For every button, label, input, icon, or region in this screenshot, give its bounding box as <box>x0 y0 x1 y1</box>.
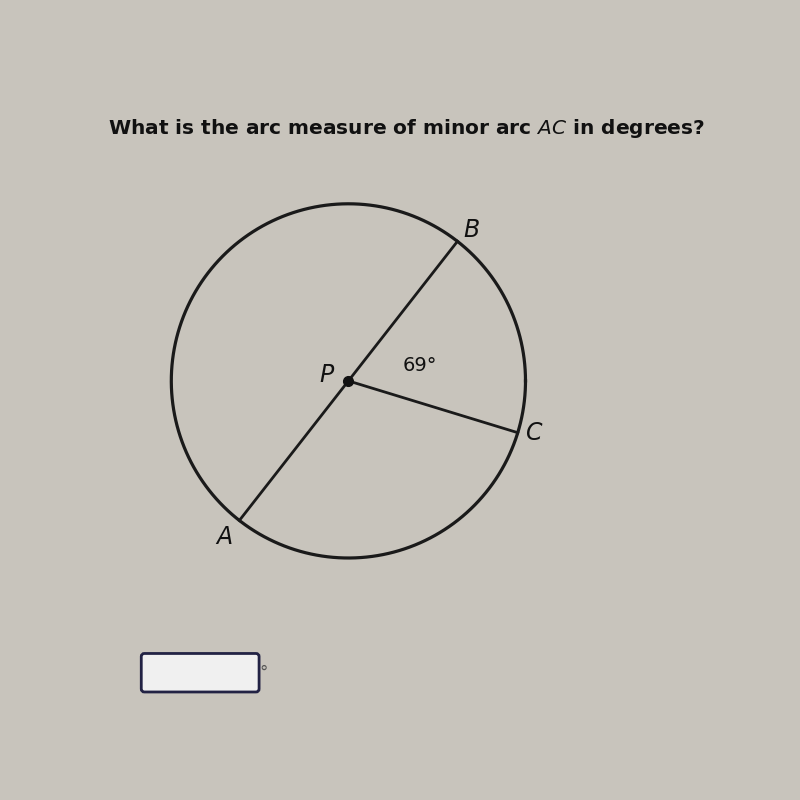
FancyBboxPatch shape <box>142 654 259 692</box>
Text: °: ° <box>260 664 268 682</box>
Text: 69°: 69° <box>402 356 437 375</box>
Text: P: P <box>320 362 334 386</box>
Text: C: C <box>526 421 543 445</box>
Text: B: B <box>463 218 479 242</box>
Text: A: A <box>216 526 232 550</box>
Text: What is the arc measure of minor arc $AC$ in degrees?: What is the arc measure of minor arc $AC… <box>108 117 705 140</box>
